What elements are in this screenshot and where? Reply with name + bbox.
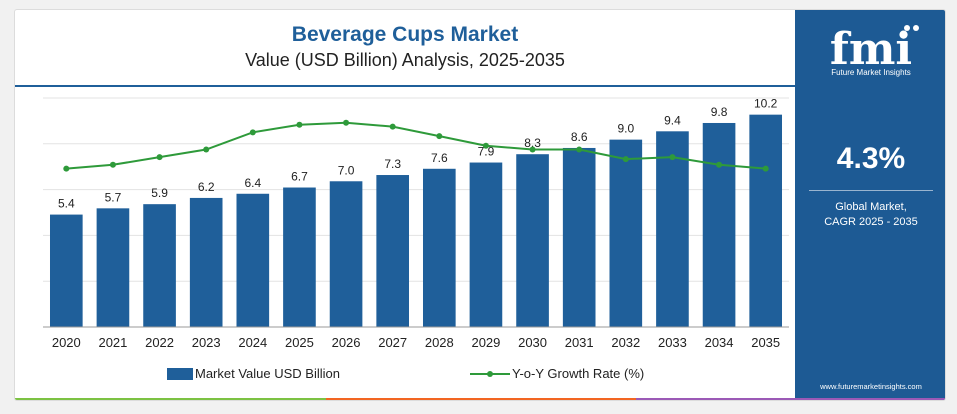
chart-card: Beverage Cups Market Value (USD Billion)… <box>14 9 946 401</box>
logo-tagline: Future Market Insights <box>831 68 911 77</box>
x-tick-label: 2024 <box>238 335 267 350</box>
title-divider <box>15 85 795 87</box>
growth-point-2030 <box>529 146 536 153</box>
bar-2028 <box>422 168 456 327</box>
bar-value-label: 9.4 <box>664 113 681 127</box>
bar-2027 <box>376 175 410 327</box>
x-tick-label: 2028 <box>425 335 454 350</box>
bar-value-label: 7.0 <box>338 163 355 177</box>
bar-2023 <box>189 197 223 327</box>
bar-value-label: 8.3 <box>524 136 541 150</box>
x-tick-label: 2035 <box>751 335 780 350</box>
bar-2022 <box>143 204 176 327</box>
bar-2029 <box>469 162 503 327</box>
x-tick-label: 2026 <box>332 335 361 350</box>
bar-2021 <box>96 208 130 327</box>
bottom-color-strip <box>15 398 945 400</box>
legend-bar-label: Market Value USD Billion <box>195 366 340 381</box>
x-tick-label: 2027 <box>378 335 407 350</box>
cagr-label-line1: Global Market, <box>835 201 907 213</box>
x-tick-label: 2021 <box>98 335 127 350</box>
strip-orange <box>325 398 637 400</box>
x-tick-label: 2032 <box>611 335 640 350</box>
x-tick-label: 2029 <box>471 335 500 350</box>
bar-value-label: 5.7 <box>105 190 122 204</box>
growth-point-2020 <box>63 165 70 172</box>
website-link[interactable]: www.futuremarketinsights.com <box>820 382 922 391</box>
chart-plot: 5.4 2020 5.7 2021 5.9 2022 6.2 2023 6.4 2024 6.7 20… <box>43 97 789 350</box>
growth-point-2021 <box>109 161 116 168</box>
growth-point-2028 <box>436 133 443 140</box>
growth-point-2023 <box>203 146 210 153</box>
bar-value-label: 6.2 <box>198 180 215 194</box>
x-tick-label: 2033 <box>658 335 687 350</box>
fmi-logo: fmi <box>830 24 919 75</box>
growth-point-2035 <box>762 165 769 172</box>
legend-line-label: Y-o-Y Growth Rate (%) <box>512 366 645 381</box>
growth-point-2022 <box>156 154 163 161</box>
growth-point-2025 <box>296 121 303 128</box>
bar-value-label: 10.2 <box>754 97 778 111</box>
growth-point-2034 <box>716 161 723 168</box>
x-tick-label: 2020 <box>52 335 81 350</box>
cagr-label-line2: CAGR 2025 - 2035 <box>824 216 918 228</box>
bar-2025 <box>283 187 316 327</box>
bar-value-label: 7.3 <box>384 157 401 171</box>
bar-value-label: 9.0 <box>617 122 634 136</box>
bar-value-label: 7.6 <box>431 151 448 165</box>
svg-text:fmi: fmi <box>830 24 912 75</box>
bar-2033 <box>656 131 689 327</box>
growth-line <box>66 121 766 170</box>
x-tick-label: 2034 <box>705 335 734 350</box>
bar-value-label: 5.4 <box>58 197 75 211</box>
growth-point-2026 <box>343 119 350 126</box>
chart-title: Beverage Cups Market <box>291 23 519 46</box>
legend-item-line: Y-o-Y Growth Rate (%) <box>468 366 644 381</box>
x-tick-label: 2030 <box>518 335 547 350</box>
chart-subtitle: Value (USD Billion) Analysis, 2025-2035 <box>245 50 565 70</box>
bar-2020 <box>49 214 83 327</box>
bar-2034 <box>702 122 736 328</box>
growth-point-2027 <box>389 123 396 130</box>
cagr-label: Global Market, CAGR 2025 - 2035 <box>795 200 945 230</box>
bar-2030 <box>516 154 549 327</box>
bar-value-label: 6.4 <box>244 176 261 190</box>
sidebar-panel: fmi Future Market Insights 4.3% Global M… <box>795 10 945 400</box>
bar-2024 <box>236 193 270 327</box>
legend-line-swatch <box>470 370 510 377</box>
growth-point-2032 <box>622 156 629 163</box>
bar-2026 <box>329 181 363 327</box>
bar-value-label: 9.8 <box>711 105 728 119</box>
bar-value-label: 7.9 <box>478 145 495 159</box>
x-tick-label: 2023 <box>192 335 221 350</box>
bar-2035 <box>749 114 783 328</box>
growth-point-2029 <box>482 142 489 149</box>
bar-value-label: 5.9 <box>151 186 168 200</box>
legend-bar-swatch <box>167 367 193 380</box>
bar-2032 <box>609 139 643 327</box>
strip-purple <box>636 398 945 400</box>
sidebar-divider <box>809 190 933 191</box>
strip-green <box>15 398 326 400</box>
cagr-value: 4.3% <box>836 142 906 175</box>
bar-value-label: 6.7 <box>291 170 308 184</box>
growth-point-2031 <box>576 146 583 153</box>
x-tick-label: 2025 <box>285 335 314 350</box>
growth-point-2033 <box>669 154 676 161</box>
bar-value-label: 8.6 <box>571 130 588 144</box>
x-tick-label: 2022 <box>145 335 174 350</box>
growth-point-2024 <box>249 129 256 136</box>
x-tick-label: 2031 <box>565 335 594 350</box>
bar-2031 <box>562 147 596 327</box>
legend-item-bars: Market Value USD Billion <box>167 366 340 381</box>
